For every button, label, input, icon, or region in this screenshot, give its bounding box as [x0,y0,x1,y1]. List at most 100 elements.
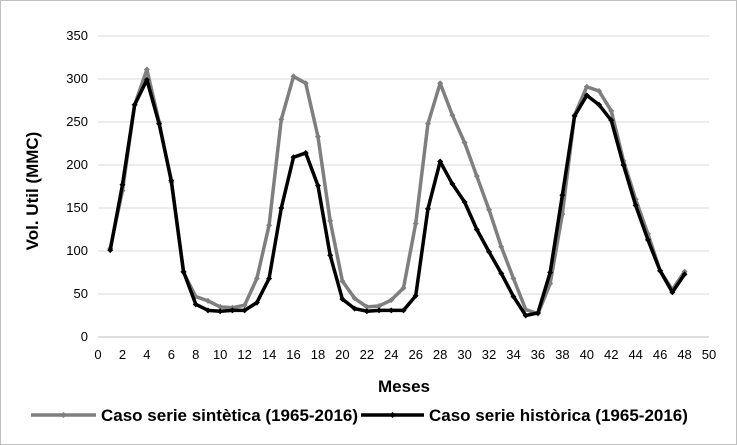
data-point [363,303,370,310]
x-tick-label: 22 [360,347,374,362]
x-tick-label: 20 [335,347,349,362]
data-point [253,275,260,282]
data-point [437,158,444,165]
data-point [253,299,260,306]
x-tick-label: 18 [311,347,325,362]
y-tick-label: 350 [66,28,88,43]
data-point [302,149,309,156]
data-point [143,66,150,73]
data-point [510,275,517,282]
data-point [498,243,505,250]
data-point [608,117,615,124]
x-tick-label: 26 [408,347,422,362]
x-tick-label: 40 [580,347,594,362]
data-point [339,278,346,285]
x-tick-label: 10 [213,347,227,362]
data-point [327,252,334,259]
data-point [204,297,211,304]
x-tick-label: 48 [677,347,691,362]
x-tick-label: 44 [628,347,642,362]
data-point [486,206,493,213]
data-point [596,101,603,108]
x-tick-label: 0 [94,347,101,362]
data-point [583,92,590,99]
data-point [290,73,297,80]
x-tick-label: 16 [286,347,300,362]
data-point [437,80,444,87]
data-point [180,268,187,275]
data-point [620,162,627,168]
x-tick-label: 8 [192,347,199,362]
data-point [534,309,541,316]
x-tick-label: 34 [506,347,520,362]
data-point [486,248,493,255]
x-tick-label: 4 [143,347,150,362]
x-tick-label: 50 [702,347,716,362]
data-point [400,284,407,291]
data-point [229,307,236,314]
data-point [510,293,517,300]
data-point [204,307,211,314]
data-point [278,205,285,211]
data-point [412,220,419,227]
data-point [278,116,285,123]
data-point [669,289,676,296]
x-tick-label: 42 [604,347,618,362]
y-tick-label: 50 [74,286,88,301]
data-point [424,205,431,212]
data-point [376,307,383,314]
data-point [388,297,395,304]
legend-label-0: Caso serie sintètica (1965-2016) [101,406,358,425]
data-point [192,301,199,308]
gridlines [98,35,709,295]
data-point [107,247,114,254]
data-point [461,139,468,146]
data-point [314,133,321,140]
data-point [559,192,566,199]
data-point [119,181,126,188]
y-tick-label: 100 [66,243,88,258]
y-tick-label: 200 [66,157,88,172]
y-axis-title: Vol. Util (MMC) [23,132,42,251]
x-tick-label: 2 [119,347,126,362]
data-point [571,112,578,119]
data-point [217,303,224,310]
data-point [363,308,370,315]
data-point [657,267,664,274]
x-tick-label: 12 [237,347,251,362]
data-point [217,308,224,315]
x-tick-label: 30 [457,347,471,362]
data-point [314,182,321,189]
data-point [632,202,639,209]
y-tick-label: 300 [66,71,88,86]
data-point [498,270,505,277]
data-point [156,120,163,127]
data-point [241,307,248,314]
data-point [424,120,431,127]
data-point [681,271,688,278]
data-point [290,154,297,161]
data-point [644,236,651,243]
legend-marker-0 [60,412,67,418]
data-point [461,198,468,205]
data-point [522,312,529,319]
data-point [266,222,273,229]
data-point [168,177,175,184]
data-point [376,303,383,310]
data-point [473,173,480,180]
data-point [327,217,334,224]
data-point [547,269,554,276]
data-point [583,83,590,90]
x-tick-label: 36 [531,347,545,362]
x-tick-label: 32 [482,347,496,362]
x-axis: 0 2 4 6 8 10 12 14 16 18 20 22 24 26 28 30 32 34 36 38 40 42 4… [94,336,716,362]
series-group [107,66,688,319]
x-tick-label: 24 [384,347,398,362]
x-tick-label: 28 [433,347,447,362]
data-point [596,88,603,95]
data-point [473,226,480,233]
data-point [388,307,395,314]
data-point [266,275,273,282]
